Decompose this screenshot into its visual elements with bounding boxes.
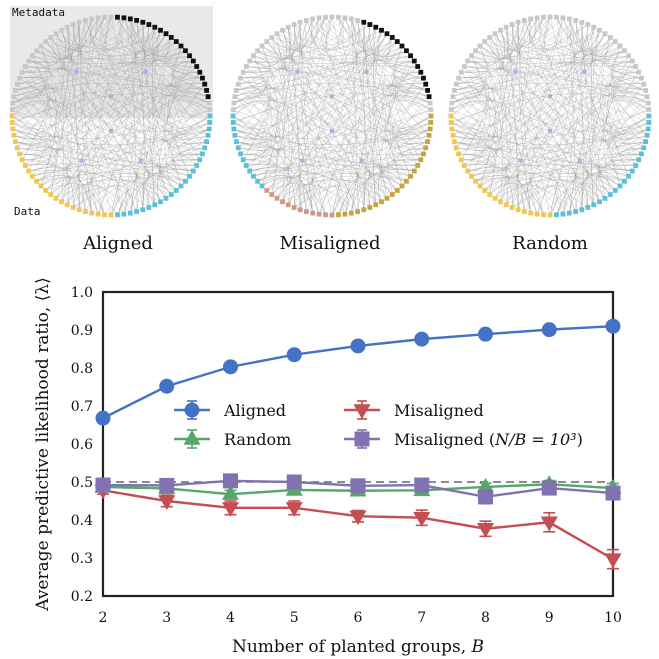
legend-label: Misaligned (N/B = 10³) — [394, 430, 583, 449]
data-point — [350, 338, 366, 354]
core-nodes — [74, 69, 148, 163]
legend: Aligned Random Misaligned Misaligned (N/B =… — [174, 400, 583, 449]
network-edges — [232, 16, 432, 216]
data-point — [221, 502, 240, 517]
x-axis-title: Number of planted groups, B — [232, 637, 484, 657]
data-point — [221, 485, 240, 500]
legend-label: Misaligned — [394, 401, 484, 420]
x-tick-labels: 2 3 4 5 6 7 8 9 10 — [99, 610, 622, 626]
data-point — [95, 477, 111, 493]
x-tick-label: 4 — [226, 610, 235, 626]
core-nodes — [295, 69, 369, 163]
data-point — [414, 331, 430, 347]
y-tick-label: 0.7 — [71, 399, 93, 415]
data-point — [349, 510, 367, 526]
plot-frame — [101, 290, 615, 598]
panel-label-misaligned: Misaligned — [280, 233, 381, 254]
data-point — [478, 326, 493, 342]
legend-label: Aligned — [223, 401, 286, 420]
series-circle — [95, 318, 621, 426]
x-tick-label: 2 — [99, 610, 108, 626]
legend-entry: Aligned — [174, 400, 286, 420]
data-point — [413, 511, 431, 527]
series-triangle-down — [94, 484, 622, 570]
data-point — [604, 553, 622, 569]
x-tick-label: 7 — [417, 610, 426, 626]
data-point — [159, 477, 175, 493]
perimeter-nodes — [9, 14, 213, 218]
data-point — [286, 474, 302, 490]
data-point — [540, 516, 558, 532]
data-point — [285, 502, 303, 517]
core-nodes — [513, 69, 587, 163]
data-point — [541, 322, 557, 338]
legend-label: Random — [224, 430, 291, 449]
legend-entry: Random — [174, 429, 291, 449]
y-tick-label: 0.6 — [71, 437, 93, 453]
x-tick-label: 6 — [354, 610, 363, 626]
data-point — [223, 359, 238, 375]
network-edges — [11, 16, 211, 216]
legend-entry: Misaligned (N/B = 10³) — [344, 429, 583, 449]
y-tick-label: 0.8 — [71, 361, 93, 377]
perimeter-nodes — [230, 14, 434, 218]
perimeter-nodes — [448, 14, 652, 218]
panel-label-random: Random — [512, 233, 588, 254]
data-point — [286, 347, 302, 363]
x-tick-label: 8 — [481, 610, 490, 626]
network-diagrams: Metadata Data Aligned Misaligned Random — [9, 6, 652, 254]
data-point — [605, 318, 621, 334]
y-tick-label: 0.9 — [71, 323, 93, 339]
data-point — [414, 477, 430, 493]
data-point — [223, 473, 238, 489]
misaligned-network-diagram — [230, 14, 434, 218]
data-point — [541, 480, 557, 496]
network-edges — [450, 16, 650, 216]
data-point — [476, 522, 495, 538]
data-point — [95, 410, 111, 426]
y-tick-label: 0.4 — [71, 513, 93, 529]
data-label: Data — [14, 205, 41, 218]
y-axis-title: Average predictive likelihood ratio, ⟨λ⟩ — [33, 277, 53, 612]
x-tick-label: 5 — [290, 610, 299, 626]
data-point — [478, 489, 493, 505]
panel-label-aligned: Aligned — [82, 233, 153, 254]
x-tick-label: 9 — [545, 610, 554, 626]
y-tick-labels: 0.2 0.3 0.4 0.5 0.6 0.7 0.8 0.9 1.0 — [71, 285, 93, 605]
y-tick-label: 0.2 — [71, 589, 93, 605]
y-tick-label: 0.5 — [71, 475, 93, 491]
data-point — [159, 378, 175, 394]
likelihood-chart: 0.2 0.3 0.4 0.5 0.6 0.7 0.8 0.9 1.0 2 3 4 5 6 7 8 9 10 A… — [33, 277, 622, 657]
x-tick-label: 10 — [604, 610, 622, 626]
y-tick-label: 1.0 — [71, 285, 93, 301]
series-layer — [94, 318, 622, 570]
random-network-diagram — [448, 14, 652, 218]
data-point — [158, 495, 176, 511]
x-tick-label: 3 — [162, 610, 171, 626]
y-tick-label: 0.3 — [71, 551, 93, 567]
series-square — [95, 473, 621, 505]
metadata-label: Metadata — [12, 6, 65, 19]
data-point — [350, 478, 366, 494]
data-point — [605, 485, 621, 501]
legend-entry: Misaligned — [344, 400, 484, 420]
aligned-network-diagram — [9, 14, 213, 218]
